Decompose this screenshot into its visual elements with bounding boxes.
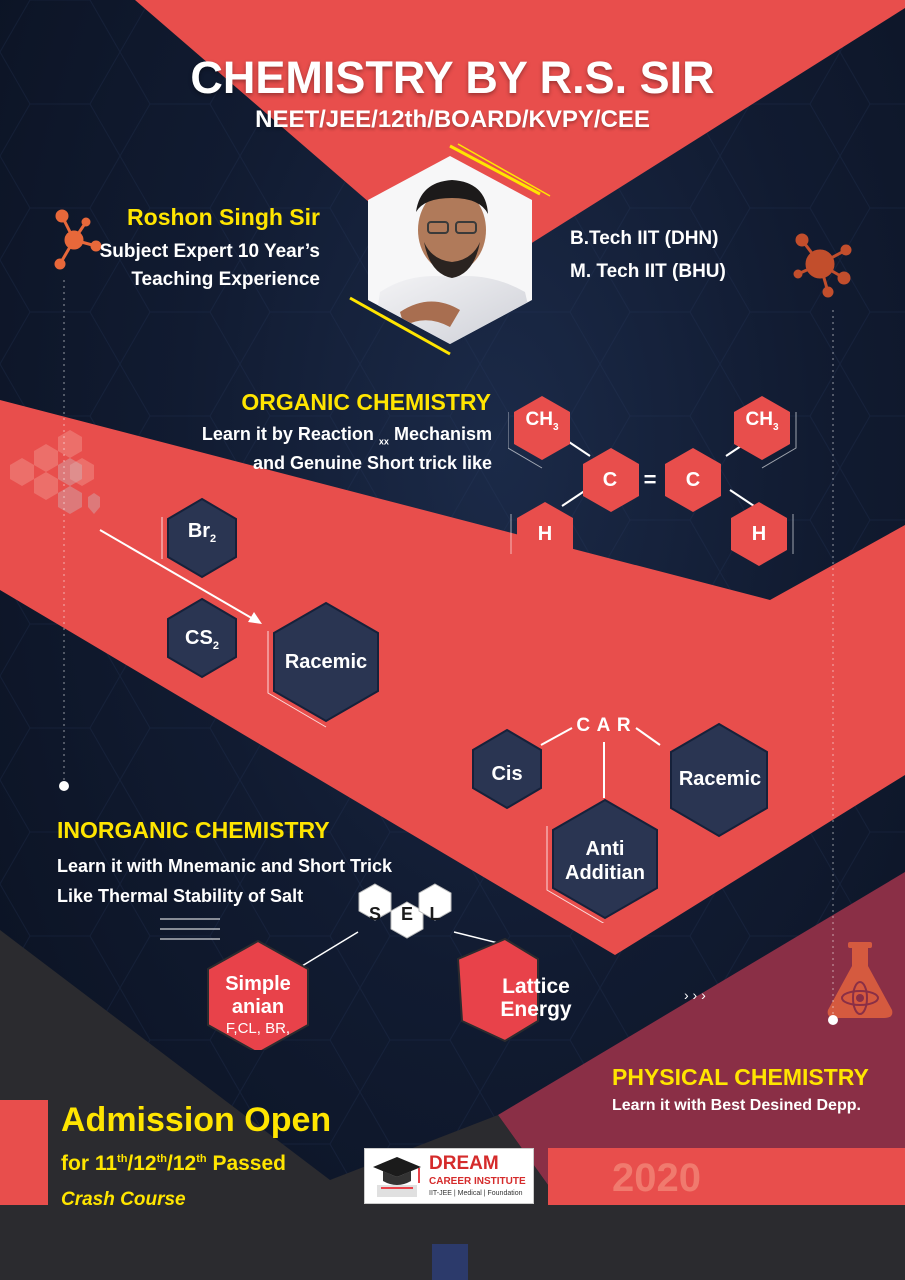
teacher-expertise: Subject Expert 10 Year’s [99, 241, 320, 262]
logo-title: DREAM [429, 1153, 499, 1174]
admission-course: Crash Course [61, 1189, 186, 1210]
teacher-photo-frame [349, 143, 551, 356]
inorganic-heading: INORGANIC CHEMISTRY [57, 817, 330, 843]
flask-icon [827, 942, 893, 1018]
physical-description: Learn it with Best Desined Depp. [612, 1097, 861, 1114]
teacher-degree-mtech: M. Tech IIT (BHU) [570, 261, 726, 282]
reagent-br2: Br2 [187, 520, 217, 545]
car-diagram [472, 722, 768, 923]
year-label: 2020 [612, 1156, 701, 1200]
simple-anian-line3: F,CL, BR, [225, 1020, 291, 1037]
page-title: CHEMISTRY BY R.S. SIR [190, 52, 715, 103]
product-racemic: Racemic [284, 651, 368, 673]
simple-anian-line2: anian [231, 996, 285, 1018]
teacher-experience: Teaching Experience [131, 269, 320, 290]
sel-letter-l: L [429, 904, 441, 924]
inorganic-hexes [207, 937, 539, 1050]
organic-desc-sub: xx [378, 436, 389, 447]
organic-desc-part-b: Mechanism [393, 424, 492, 444]
car-anti: Anti [585, 838, 625, 860]
logo-subtitle: CAREER INSTITUTE [429, 1176, 526, 1187]
sel-letter-s: S [368, 904, 381, 924]
sel-diagram [358, 883, 452, 939]
admission-classes: for 11th/12th/12th Passed [61, 1152, 286, 1175]
institute-logo: DREAM CAREER INSTITUTE IIT-JEE | Medical… [364, 1148, 534, 1204]
logo-tagline: IIT-JEE | Medical | Foundation [429, 1190, 523, 1197]
car-title: C A R [576, 715, 632, 736]
simple-anian-line1: Simple [225, 973, 291, 995]
molecule-icon-left [54, 209, 102, 270]
lattice-energy-line1: Lattice [502, 975, 570, 998]
molecule-c-left: C [602, 469, 618, 491]
car-cis: Cis [491, 763, 523, 785]
reaction-diagram [161, 497, 379, 728]
organic-description-line2: and Genuine Short trick like [252, 453, 492, 473]
molecule-h-left: H [537, 523, 553, 545]
sel-letter-e: E [400, 904, 413, 924]
molecule-diagram [508, 396, 797, 566]
hexagon-cluster-icon [10, 430, 100, 514]
molecule-c-right: C [685, 469, 701, 491]
organic-heading: ORGANIC CHEMISTRY [241, 389, 491, 415]
car-racemic: Racemic [678, 768, 762, 790]
molecule-equals: = [643, 467, 657, 492]
reagent-cs2: CS2 [185, 627, 219, 652]
graduation-cap-icon [373, 1157, 421, 1197]
molecule-icon-right [793, 233, 852, 298]
molecule-ch3-right: CH3 [745, 409, 779, 433]
molecule-ch3-left: CH3 [525, 409, 559, 433]
inorganic-description-line2: Like Thermal Stability of Salt [57, 886, 304, 906]
molecule-h-right: H [751, 523, 767, 545]
physical-heading: PHYSICAL CHEMISTRY [612, 1064, 869, 1090]
page-subtitle: NEET/JEE/12th/BOARD/KVPY/CEE [255, 106, 650, 133]
car-additian: Additian [565, 862, 645, 884]
organic-description-line1: Learn it by Reaction xx Mechanism [202, 425, 492, 447]
lattice-energy-line2: Energy [500, 998, 572, 1021]
inorganic-description-line1: Learn it with Mnemanic and Short Trick [57, 856, 393, 876]
organic-desc-part-a: Learn it by Reaction [201, 424, 374, 444]
teacher-name: Roshon Singh Sir [127, 204, 320, 230]
admission-title: Admission Open [61, 1101, 332, 1139]
svg-text:› › ›: › › › [684, 987, 706, 1003]
teacher-degree-btech: B.Tech IIT (DHN) [570, 228, 719, 249]
